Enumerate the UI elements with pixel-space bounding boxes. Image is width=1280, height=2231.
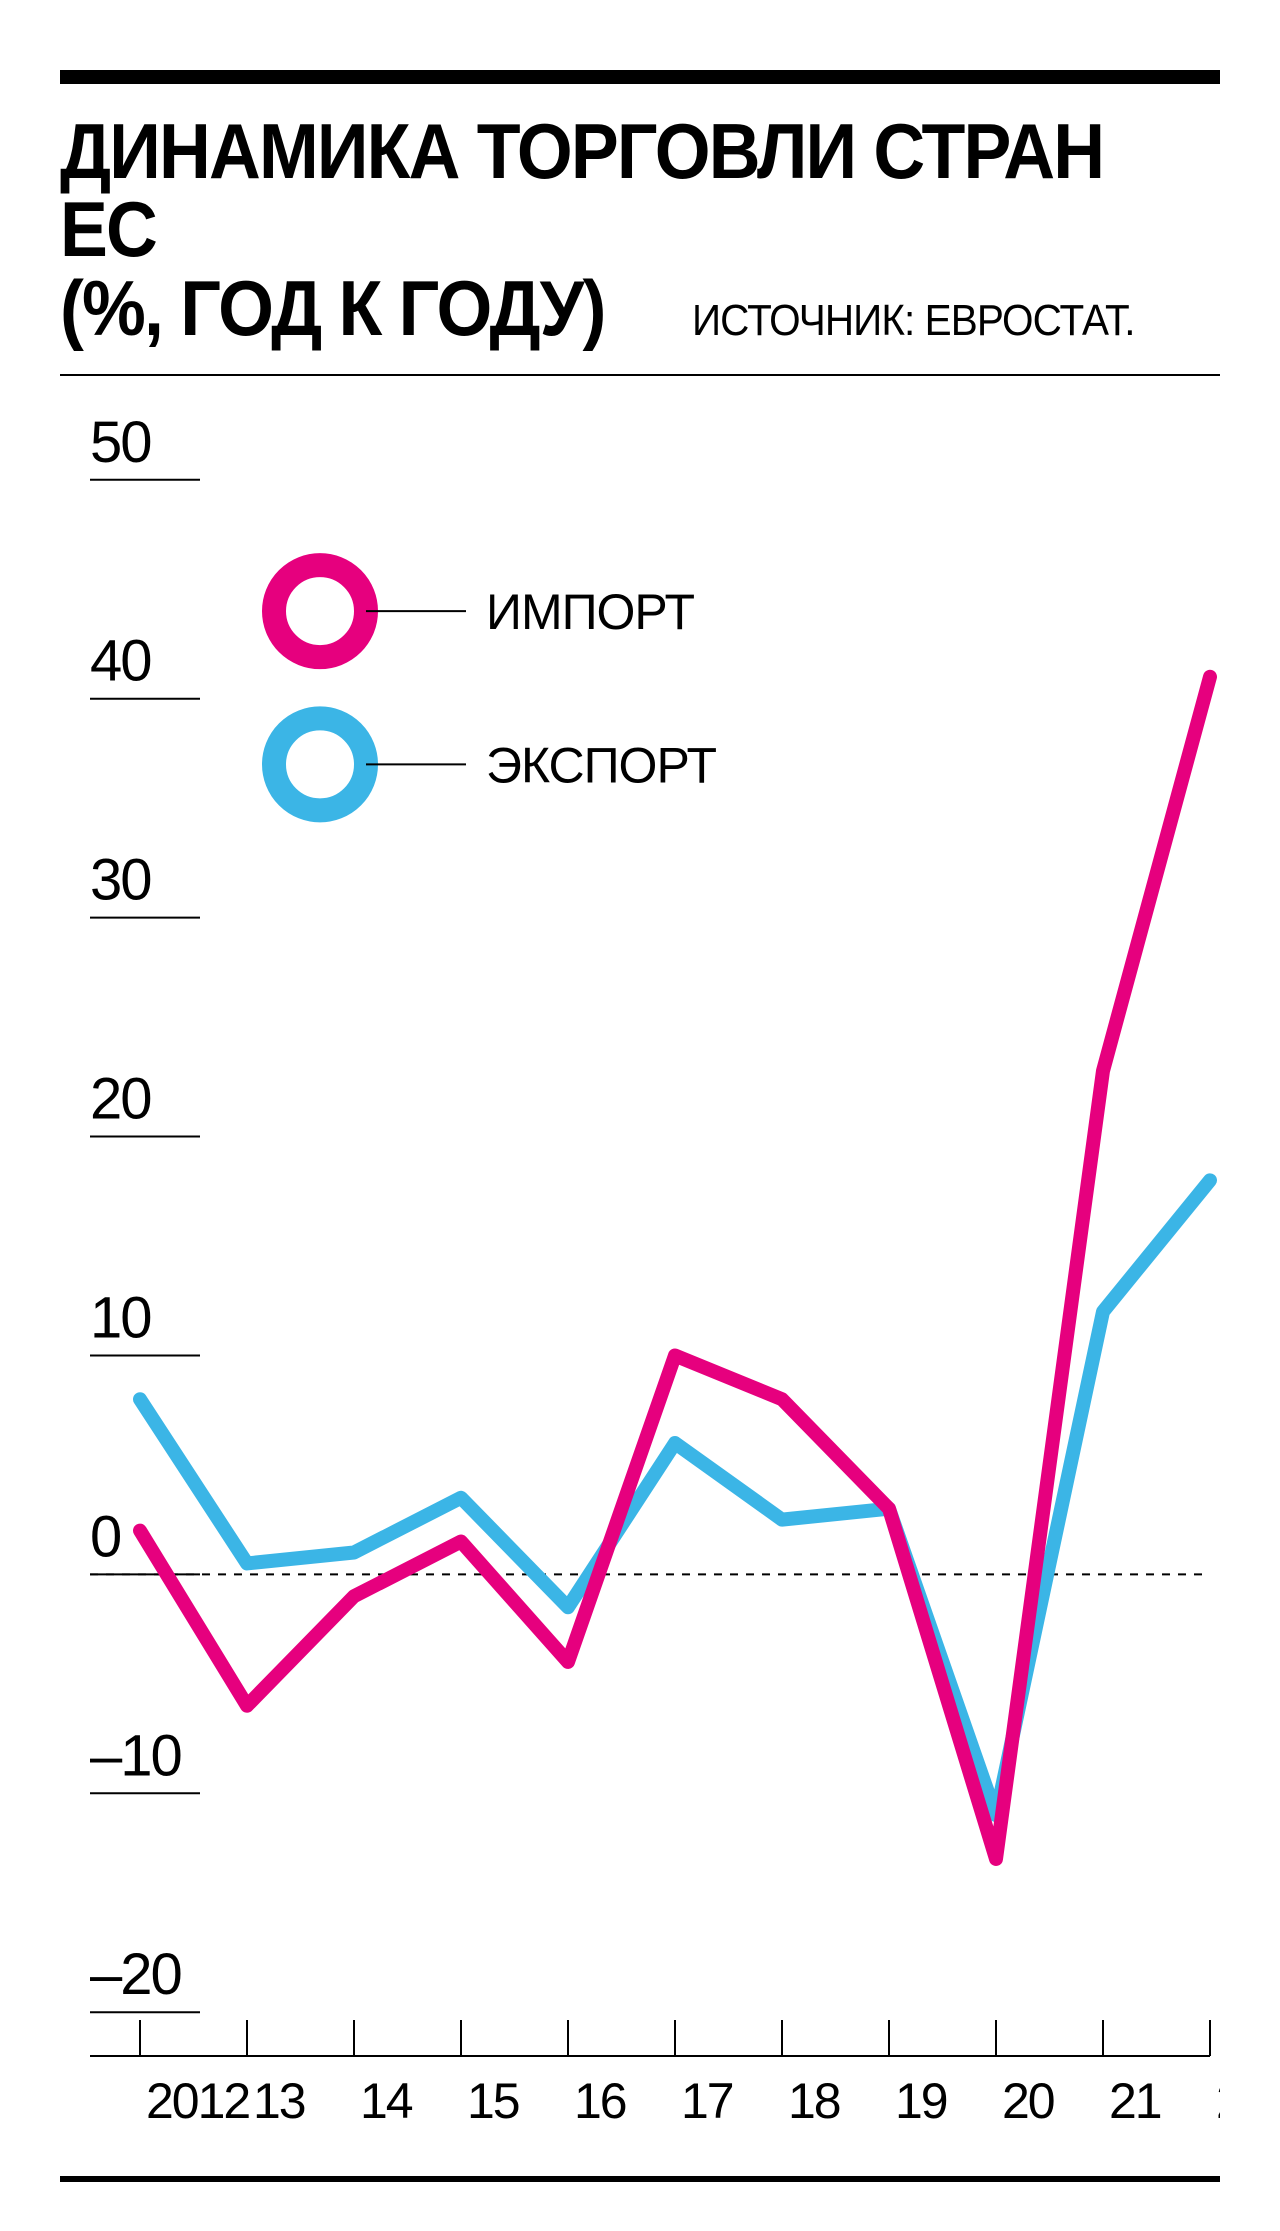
x-tick-label: 22 bbox=[1216, 2073, 1220, 2129]
y-tick-label: –10 bbox=[90, 1723, 181, 1788]
y-tick-label: 0 bbox=[90, 1504, 120, 1569]
x-tick-label: 15 bbox=[467, 2073, 519, 2129]
y-tick-label: –20 bbox=[90, 1942, 181, 2007]
chart-svg: –20 –10 0 10 20 30 40 50 201213 14 15 16 17 18 19 20 21 2… bbox=[60, 376, 1220, 2176]
x-tick-label: 21 bbox=[1109, 2073, 1161, 2129]
title-line2: (%, ГОД К ГОДУ) bbox=[60, 268, 605, 350]
legend-label-export: ЭКСПОРТ bbox=[486, 737, 717, 793]
chart-card: ДИНАМИКА ТОРГОВЛИ СТРАН ЕС (%, ГОД К ГОД… bbox=[0, 0, 1280, 2231]
x-tick-label: 2012 bbox=[146, 2073, 249, 2129]
y-tick-label: 10 bbox=[90, 1285, 151, 1350]
y-tick-label: 50 bbox=[90, 410, 151, 475]
x-tick-label: 20 bbox=[1002, 2073, 1054, 2129]
chart-area: –20 –10 0 10 20 30 40 50 201213 14 15 16 17 18 19 20 21 2… bbox=[60, 376, 1220, 2176]
x-tick-label: 14 bbox=[360, 2073, 413, 2129]
y-tick-label: 40 bbox=[90, 629, 151, 694]
series-line bbox=[140, 677, 1210, 1859]
y-tick-label: 30 bbox=[90, 848, 151, 913]
bottom-rule bbox=[60, 2176, 1220, 2182]
title-line1: ДИНАМИКА ТОРГОВЛИ СТРАН ЕС bbox=[60, 112, 1127, 268]
title-block: ДИНАМИКА ТОРГОВЛИ СТРАН ЕС (%, ГОД К ГОД… bbox=[60, 112, 1220, 350]
x-tick-label: 16 bbox=[574, 2073, 626, 2129]
legend-marker-import bbox=[274, 565, 366, 657]
top-rule bbox=[60, 70, 1220, 84]
legend-marker-export bbox=[274, 718, 366, 810]
legend-label-import: ИМПОРТ bbox=[486, 584, 695, 640]
x-tick-label: 13 bbox=[253, 2073, 305, 2129]
x-tick-label: 19 bbox=[895, 2073, 947, 2129]
x-tick-label: 17 bbox=[681, 2073, 733, 2129]
x-tick-label: 18 bbox=[788, 2073, 840, 2129]
y-tick-label: 20 bbox=[90, 1066, 151, 1131]
source-text: ИСТОЧНИК: ЕВРОСТАТ. bbox=[692, 296, 1135, 346]
